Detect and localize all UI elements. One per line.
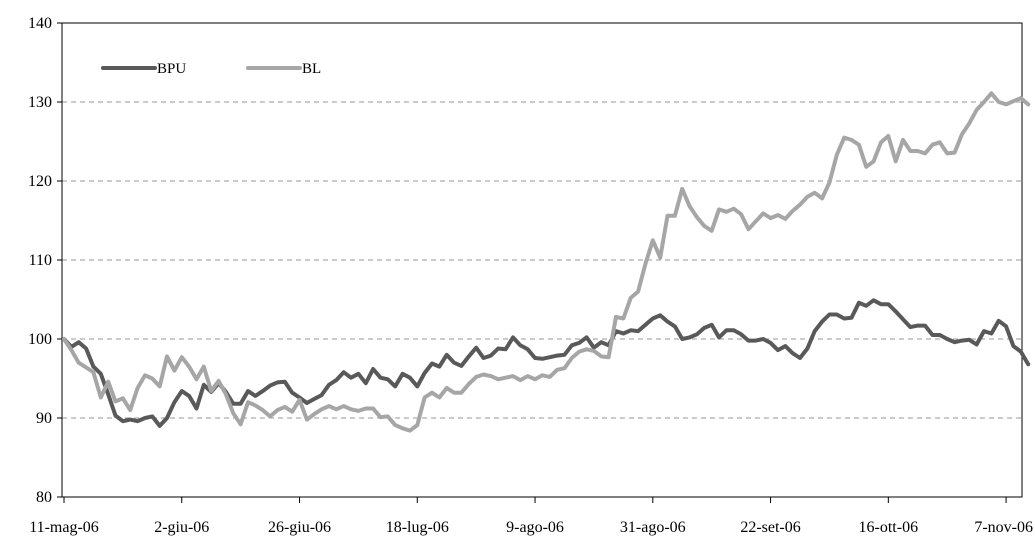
legend-item-bl: BL: [246, 61, 321, 77]
x-tick-label: 9-ago-06: [506, 519, 564, 536]
x-tick-label: 26-giu-06: [268, 519, 331, 536]
legend-item-bpu: BPU: [101, 61, 186, 77]
x-tick-label: 2-giu-06: [154, 519, 209, 536]
y-tick-label: 110: [29, 252, 52, 269]
x-tick-label: 18-lug-06: [386, 519, 449, 536]
y-tick-label: 120: [28, 173, 52, 190]
series-lines: [62, 91, 1031, 433]
gridlines: [62, 101, 1022, 419]
y-tick-label: 90: [36, 410, 52, 427]
series-line-bpu: [62, 298, 1031, 428]
y-tick-label: 140: [28, 15, 52, 32]
x-tick-label: 16-ott-06: [859, 519, 919, 536]
x-axis-ticks: 11-mag-06 2-giu-06 26-giu-06 18-lug-06 9-ago…: [29, 497, 1033, 536]
x-tick-label: 7-nov-06: [974, 519, 1033, 536]
y-tick-label: 100: [28, 331, 52, 348]
series-line-bl: [62, 91, 1031, 433]
legend: BPU BL: [101, 61, 321, 77]
x-tick-label: 22-set-06: [740, 519, 800, 536]
y-tick-label: 130: [28, 94, 52, 111]
x-tick-label: 31-ago-06: [620, 519, 686, 536]
legend-label: BPU: [157, 61, 186, 77]
y-axis-ticks: 80 90 100 110 120 130 140: [28, 15, 62, 506]
x-tick-label: 11-mag-06: [29, 519, 99, 536]
y-tick-label: 80: [36, 489, 52, 506]
legend-label: BL: [302, 61, 321, 77]
